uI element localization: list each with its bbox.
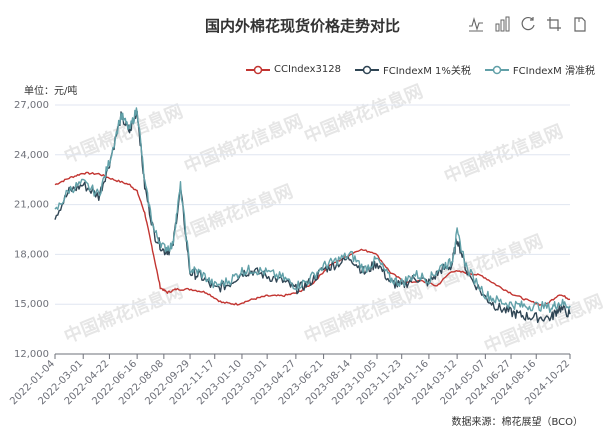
legend-item-fcindex-1pct[interactable]: FCIndexM 1%关税: [354, 62, 471, 77]
legend-marker-ccindex: [246, 65, 271, 74]
y-tick-label: 18,000: [14, 249, 49, 260]
legend-marker-fcindex-1pct: [354, 65, 379, 74]
y-tick-label: 21,000: [14, 200, 49, 211]
y-tick-label: 24,000: [14, 150, 49, 161]
restore-icon[interactable]: [520, 16, 536, 32]
series-line-fcindex-1pct: [54, 110, 571, 324]
crop-icon[interactable]: [546, 16, 562, 32]
line-chart-icon[interactable]: [468, 16, 484, 32]
data-source-label: 数据来源：棉花展望（BCO）: [451, 417, 583, 428]
chart-toolbox: [468, 16, 588, 32]
chart-legend: CCIndex3128 FCIndexM 1%关税 FCIndexM 滑准税: [246, 62, 595, 77]
legend-label-ccindex: CCIndex3128: [274, 64, 341, 75]
y-tick-label: 27,000: [14, 100, 49, 111]
chart-title: 国内外棉花现货价格走势对比: [204, 17, 400, 35]
download-icon[interactable]: [572, 16, 588, 32]
legend-label-fcindex-1pct: FCIndexM 1%关税: [382, 66, 471, 77]
legend-item-fcindex-sliding[interactable]: FCIndexM 滑准税: [484, 62, 595, 77]
legend-marker-fcindex-sliding: [484, 65, 509, 74]
series-line-fcindex-sliding: [54, 107, 571, 313]
y-tick-label: 15,000: [14, 299, 49, 310]
series-line-ccindex: [54, 171, 571, 307]
y-axis-unit-label: 单位：元/吨: [24, 86, 78, 97]
y-tick-label: 12,000: [14, 349, 49, 360]
legend-label-fcindex-sliding: FCIndexM 滑准税: [512, 66, 595, 77]
bar-chart-icon[interactable]: [494, 16, 510, 32]
legend-item-ccindex[interactable]: CCIndex3128: [246, 64, 341, 75]
